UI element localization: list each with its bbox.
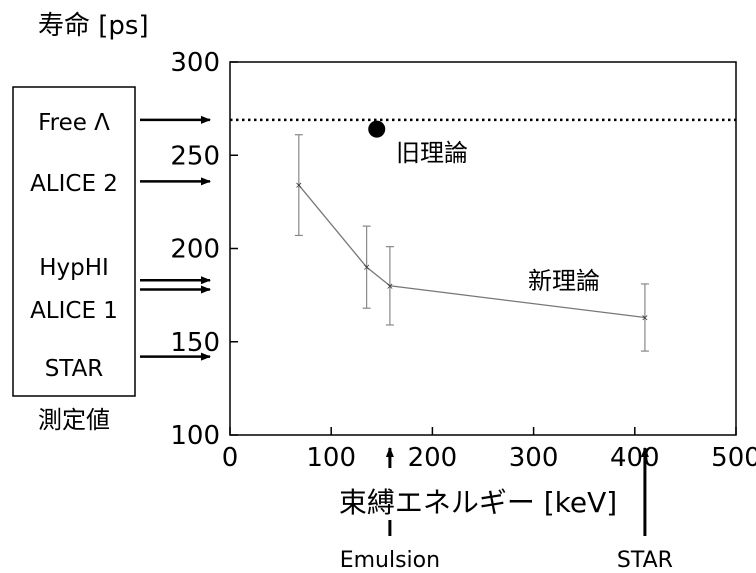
old-theory-series (368, 120, 386, 138)
x-tick-label: 200 (408, 443, 458, 473)
x-tick-label: 100 (306, 443, 356, 473)
data-point: × (641, 314, 649, 324)
old-theory-label: 旧理論 (396, 139, 468, 167)
binding-energy-arrows: Emulsion STAR (340, 447, 673, 573)
data-point: × (363, 263, 371, 273)
data-point: × (386, 282, 394, 292)
y-ticks: 100 150 200 250 300 (170, 48, 238, 451)
measurement-label: HypHI (39, 255, 109, 281)
x-tick-label: 400 (610, 443, 660, 473)
measurement-label: STAR (45, 356, 104, 382)
y-tick-label: 200 (170, 235, 220, 265)
old-theory-point (368, 120, 386, 138)
x-tick-label: 500 (711, 443, 756, 473)
y-axis-label: 寿命 [ps] (38, 11, 149, 41)
x-tick-label: 300 (509, 443, 559, 473)
x-axis-label: 束縛エネルギー [keV] (339, 486, 617, 519)
plot-frame (229, 61, 737, 436)
measurement-box (12, 86, 136, 397)
new-theory-label: 新理論 (528, 267, 600, 295)
measurement-label: ALICE 2 (30, 171, 118, 197)
measurement-box-label: 測定値 (38, 406, 110, 434)
emulsion-label: Emulsion (340, 548, 440, 573)
y-tick-label: 100 (170, 421, 220, 451)
measurement-list: Free Λ ALICE 2 HypHI ALICE 1 STAR (30, 110, 211, 382)
measurement-label: Free Λ (38, 110, 110, 136)
data-point: × (295, 181, 303, 191)
y-tick-label: 300 (170, 48, 220, 78)
new-theory-line (298, 184, 646, 319)
x-tick-label: 0 (222, 443, 239, 473)
new-theory-series: × × × × (294, 134, 649, 352)
y-tick-label: 150 (170, 328, 220, 358)
y-tick-label: 250 (170, 141, 220, 171)
measurement-label: ALICE 1 (30, 298, 118, 324)
x-ticks: 0 100 200 300 400 500 (222, 427, 756, 473)
star-label: STAR (617, 548, 673, 573)
